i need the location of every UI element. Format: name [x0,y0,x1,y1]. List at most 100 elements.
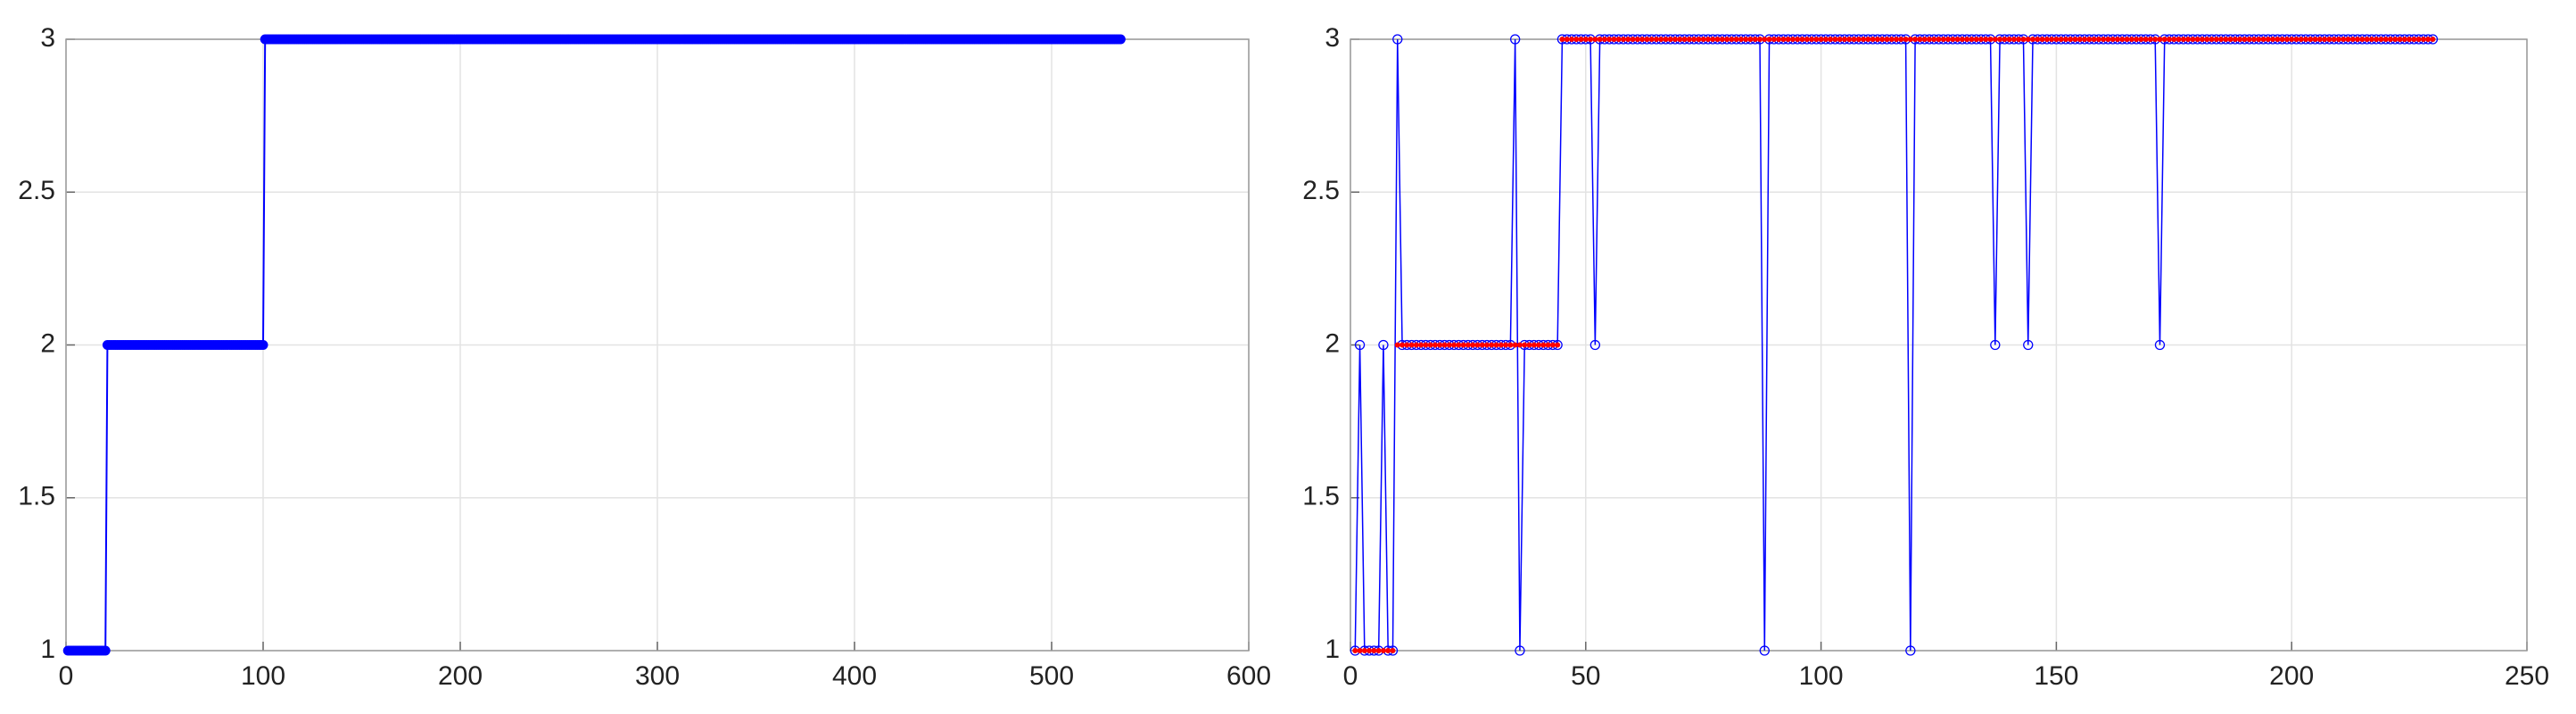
data-point [1392,34,1403,45]
data-point [1432,342,1438,348]
data-point [2154,339,2166,351]
data-point [1992,37,1998,42]
data-point [2209,37,2215,42]
data-point [1531,342,1537,348]
data-point [1380,648,1386,653]
data-point [1573,37,1580,42]
data-point [1667,37,1673,42]
data-point [1408,342,1415,348]
data-point [1498,342,1504,348]
data-point [2283,37,2290,42]
data-point [1874,37,1880,42]
data-point [1470,342,1476,348]
data-point [1959,37,1965,42]
data-point [1456,342,1462,348]
data-point [1804,37,1810,42]
x-tick-label: 600 [1226,661,1271,691]
data-point [1700,37,1706,42]
data-point [1555,342,1561,348]
data-point [1822,37,1829,42]
data-point [2289,37,2295,42]
x-tick-label: 300 [635,661,680,691]
data-point [1441,342,1448,348]
data-point [1621,37,1627,42]
data-point [2425,37,2432,42]
data-point [1809,37,1815,42]
data-point [2213,37,2219,42]
data-point [1894,37,1900,42]
data-point [1950,37,1956,42]
data-point [1597,37,1603,42]
data-point [1677,37,1683,42]
data-point [2114,37,2120,42]
data-point [1404,342,1410,348]
data-point [1352,648,1358,653]
data-point [1912,37,1919,42]
data-point [1861,37,1867,42]
data-point [1729,37,1735,42]
data-point [2293,37,2299,42]
data-point [1630,37,1636,42]
data-point [1696,37,1702,42]
data-point [1997,37,2003,42]
data-point [1931,37,1937,42]
data-point [2335,37,2341,42]
data-point [2331,37,2337,42]
data-point [2134,37,2140,42]
data-point [1799,37,1805,42]
data-point [1515,645,1525,656]
data-point [2326,37,2332,42]
data-point [2260,37,2266,42]
data-point [2049,37,2055,42]
data-point [2223,37,2229,42]
data-point [1855,37,1862,42]
data-point [1648,37,1655,42]
data-point [1738,37,1744,42]
data-point [1588,37,1594,42]
data-point [2382,37,2389,42]
data-point [1757,37,1763,42]
data-point [1743,37,1749,42]
data-point [2068,37,2074,42]
data-point [2359,37,2365,42]
data-point [1983,37,1989,42]
data-point [2279,37,2285,42]
data-point [2246,37,2252,42]
data-point [2124,37,2130,42]
data-point [2180,37,2186,42]
x-tick-label: 200 [438,661,483,691]
data-point [2387,37,2393,42]
data-point [1837,37,1843,42]
data-point [2086,37,2093,42]
data-point [2349,37,2356,42]
data-point [1423,342,1429,348]
data-point [1390,648,1396,653]
data-point [1771,37,1777,42]
data-point [1936,37,1942,42]
data-point [2312,37,2318,42]
y-tick-label: 1 [40,635,55,664]
data-point [1474,342,1481,348]
data-point [2250,37,2257,42]
data-point [1357,648,1363,653]
data-point [1672,37,1679,42]
data-point [1681,37,1688,42]
data-point [2002,37,2008,42]
y-tick-label: 1 [1325,635,1340,664]
data-point [1522,342,1528,348]
y-tick-label: 2.5 [18,176,55,205]
data-point [2039,37,2045,42]
data-point [1644,37,1650,42]
data-point [1964,37,1970,42]
data-point [1399,342,1406,348]
data-point [1615,37,1622,42]
data-point [1507,342,1514,348]
data-point [2303,37,2309,42]
data-point [1545,342,1551,348]
data-point [1977,37,1984,42]
data-point [1776,37,1782,42]
data-point [2171,37,2177,42]
data-point [1888,37,1895,42]
data-point [2275,37,2281,42]
